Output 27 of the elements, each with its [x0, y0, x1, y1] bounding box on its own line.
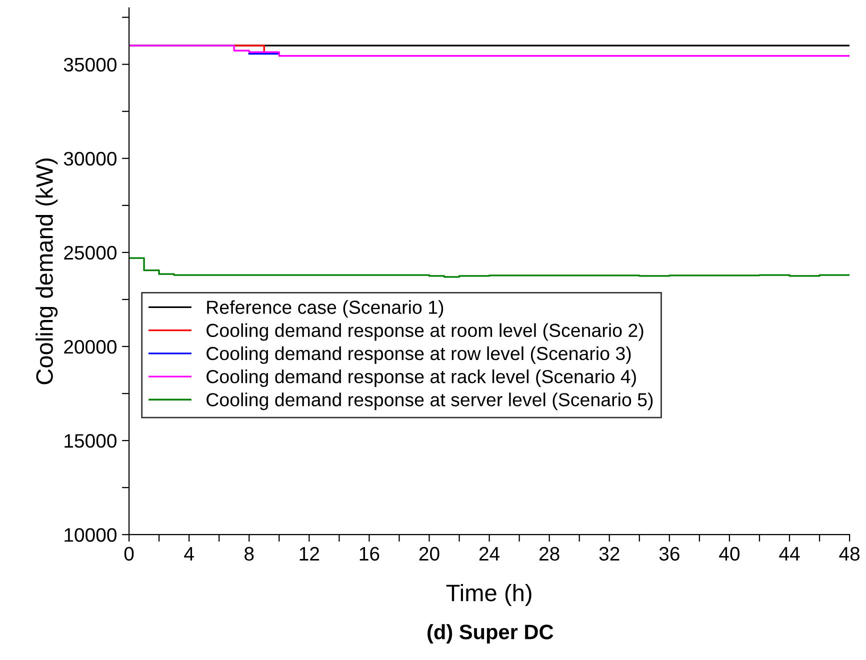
x-tick-label: 48 — [839, 546, 860, 561]
legend-label: Cooling demand response at server level (Scenario 5) — [206, 392, 653, 410]
x-tick-label: 8 — [244, 546, 254, 561]
x-tick-label: 40 — [719, 546, 740, 561]
x-tick-label: 32 — [599, 546, 620, 561]
legend-label: Cooling demand response at row level (Scenario 3) — [206, 346, 631, 364]
x-tick-label: 44 — [779, 547, 800, 560]
x-tick-label: 36 — [659, 546, 680, 561]
x-tick-label: 16 — [360, 546, 380, 561]
y-tick-label: 35000 — [64, 58, 116, 72]
text: (d) Super DC — [428, 624, 554, 644]
y-tick-label: 20000 — [64, 340, 116, 354]
x-tick-label: 12 — [300, 546, 319, 560]
legend-label: Cooling demand response at room level (Scenario 2) — [206, 323, 644, 341]
y-tick-label: 15000 — [64, 434, 116, 448]
x-tick-label: 24 — [479, 546, 500, 560]
x-tick-label: 4 — [184, 547, 194, 560]
legend-label: Cooling demand response at rack level (Scenario 4) — [206, 369, 636, 387]
legend-label: Reference case (Scenario 1) — [207, 300, 444, 318]
y-tick-label: 25000 — [64, 246, 116, 260]
y-tick-label: 30000 — [64, 152, 116, 166]
y-axis-title: Cooling demand (kW) — [36, 158, 58, 384]
x-tick-label: 28 — [540, 546, 560, 561]
x-axis-title: Time (h) — [446, 584, 532, 606]
x-tick-label: 0 — [124, 546, 134, 561]
x-tick-label: 20 — [419, 546, 440, 561]
y-tick-label: 10000 — [64, 528, 116, 542]
